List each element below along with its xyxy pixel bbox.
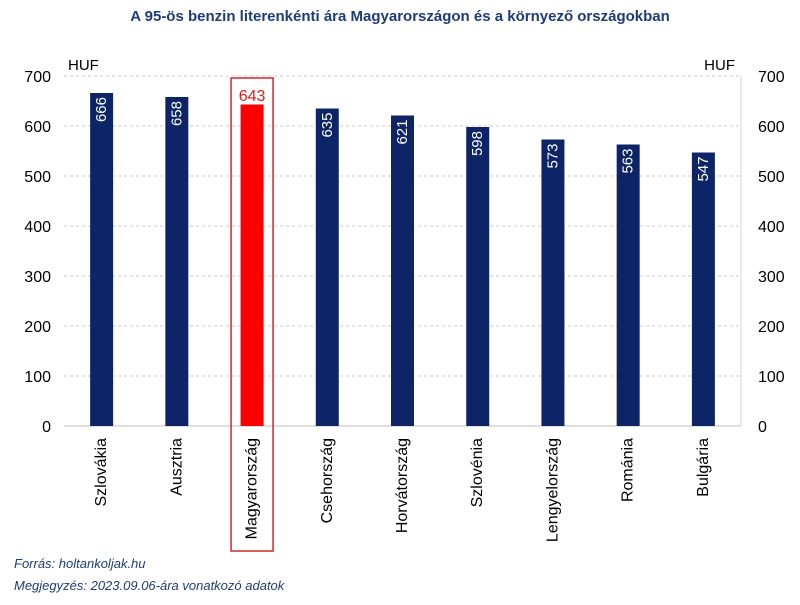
data-label: 547: [695, 157, 712, 182]
y-tick-label-left: 200: [24, 319, 51, 336]
y-tick-label-left: 0: [42, 419, 51, 436]
category-label: Ausztria: [168, 438, 185, 496]
category-label: Románia: [620, 438, 637, 502]
bar: [616, 144, 640, 426]
data-label: 563: [620, 149, 637, 174]
category-label: Lengyelország: [544, 438, 561, 542]
date-note: Megjegyzés: 2023.09.06-ára vonatkozó ada…: [14, 578, 285, 593]
category-label: Szlovénia: [469, 438, 486, 507]
category-label: Horvátország: [394, 438, 411, 533]
bar: [391, 115, 414, 426]
data-label-highlighted: 643: [239, 88, 266, 105]
bar: [90, 93, 114, 426]
y-tick-label-left: 700: [24, 69, 51, 86]
y-tick-label-left: 600: [24, 119, 51, 136]
y-tick-label-right: 100: [758, 369, 785, 386]
data-label: 658: [168, 101, 185, 126]
y-tick-label-right: 300: [758, 269, 785, 286]
y-tick-label-right: 400: [758, 219, 785, 236]
bar: [691, 152, 715, 426]
category-label: Magyarország: [244, 438, 261, 539]
y-tick-label-left: 500: [24, 169, 51, 186]
y-tick-label-right: 0: [758, 419, 767, 436]
y-tick-label-right: 500: [758, 169, 785, 186]
data-label: 621: [394, 120, 411, 145]
bar: [315, 108, 339, 426]
category-label: Bulgária: [695, 438, 712, 497]
y-tick-label-left: 100: [24, 369, 51, 386]
y-tick-label-right: 600: [758, 119, 785, 136]
y-axis-label-right: HUF: [704, 57, 735, 74]
y-tick-label-right: 700: [758, 69, 785, 86]
bar: [466, 127, 490, 426]
data-label: 635: [319, 113, 336, 138]
category-label: Szlovákia: [93, 438, 110, 507]
y-axis-label-left: HUF: [68, 57, 99, 74]
highlight-frame: [230, 77, 274, 552]
bar: [165, 97, 189, 426]
bar-highlighted: [240, 104, 264, 426]
data-label: 598: [469, 131, 486, 156]
bar-chart: 0 0 100 100 200 200 300 300 400 400 500 500 600 600 70…: [24, 57, 785, 552]
y-tick-label-left: 400: [24, 219, 51, 236]
data-label: 573: [544, 144, 561, 169]
chart-title: A 95-ös benzin literenkénti ára Magyaror…: [130, 8, 670, 25]
source-note: Forrás: holtankoljak.hu: [14, 556, 146, 571]
bar: [541, 139, 565, 426]
data-label: 666: [93, 97, 110, 122]
y-tick-label-left: 300: [24, 269, 51, 286]
y-tick-label-right: 200: [758, 319, 785, 336]
category-label: Csehország: [319, 438, 336, 523]
